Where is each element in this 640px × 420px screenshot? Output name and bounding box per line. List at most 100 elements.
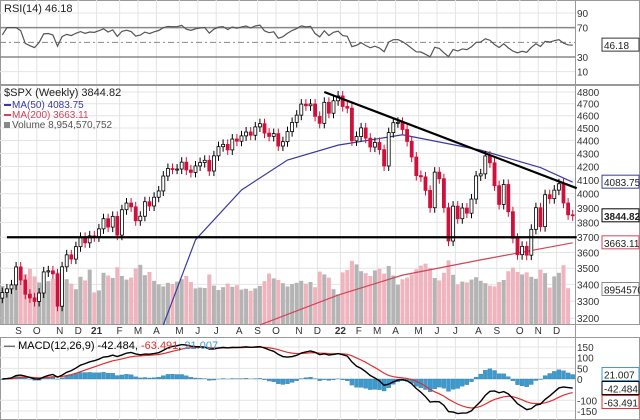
candle (299, 103, 304, 116)
price-tick-label: 4800 (577, 88, 600, 99)
candle (363, 127, 368, 139)
macd-tick-label: -100 (577, 396, 597, 407)
macd-histogram-bar (243, 378, 249, 380)
volume-bar (561, 265, 566, 324)
macd-histogram-bar (487, 368, 493, 380)
volume-bar (92, 292, 97, 324)
candle (179, 161, 184, 170)
candle (244, 131, 249, 137)
macd-line (2, 343, 573, 415)
x-tick-label: N (56, 326, 63, 337)
macd-histogram-bar (276, 378, 281, 384)
volume-bar (239, 289, 244, 324)
volume-bar (409, 274, 414, 324)
macd-histogram-bar (179, 374, 184, 380)
volume-bar (161, 286, 166, 324)
volume-bar (78, 276, 83, 324)
volume-bar (156, 284, 161, 324)
volume-bar (336, 294, 341, 324)
volume-bar (423, 263, 428, 324)
candle (257, 123, 262, 128)
volume-bar (253, 288, 258, 324)
candle (27, 293, 32, 299)
candle (451, 205, 456, 242)
volume-bar (225, 283, 230, 324)
rsi-value-label: 46.18 (604, 41, 629, 52)
volume-bar (170, 284, 175, 324)
macd-histogram-bar (565, 372, 571, 380)
volume-bar (529, 276, 534, 324)
candle (248, 131, 253, 136)
volume-bar (124, 279, 129, 324)
volume-bar (464, 282, 469, 324)
candle (225, 143, 230, 151)
x-tick-label: O (272, 326, 280, 337)
volume-bar (455, 284, 460, 324)
histogram-value-label: 21.007 (604, 371, 635, 382)
price-tick-label: 4700 (577, 100, 600, 111)
candle (400, 121, 405, 130)
price-tick-label: 3400 (577, 280, 600, 291)
macd-histogram-bar (441, 378, 447, 389)
x-tick-label: M (134, 326, 142, 337)
macd-histogram-bar (377, 378, 382, 390)
volume-bar (96, 290, 101, 324)
rsi-title: RSI(14) 46.18 (4, 3, 72, 15)
rsi-tick-label: 90 (577, 9, 589, 20)
macd-histogram-bar (147, 377, 152, 380)
macd-histogram-bar (349, 378, 355, 386)
volume-bar (0, 286, 5, 324)
candle (239, 135, 244, 142)
volume-bar (437, 280, 442, 324)
candle (133, 206, 138, 222)
volume-bar (129, 277, 134, 324)
volume-bar (234, 285, 239, 324)
price-tick-label: 3600 (577, 249, 600, 260)
volume-bar (354, 264, 359, 324)
x-tick-label: S (493, 326, 500, 337)
x-tick-label: M (175, 326, 183, 337)
volume-bar (533, 278, 538, 324)
candle (120, 209, 124, 236)
candle (46, 270, 51, 273)
candle (460, 207, 465, 220)
volume-bar (524, 272, 529, 324)
candle (313, 103, 318, 117)
candle (170, 168, 175, 170)
volume-bar (142, 275, 147, 324)
candle (271, 133, 276, 137)
volume-bar (469, 279, 474, 324)
candle (234, 138, 239, 142)
volume-bar (41, 284, 46, 324)
x-tick-label: S (15, 326, 22, 337)
volume-bar (244, 288, 249, 324)
volume-value-label: 8954570 (604, 286, 640, 297)
volume-bar (73, 289, 78, 324)
volume-bar (271, 278, 276, 324)
macd-legend-value: 21.007 (184, 340, 218, 352)
macd-tick-label: 50 (577, 364, 589, 375)
macd-histogram-bar (570, 374, 575, 380)
candle (557, 183, 561, 191)
macd-histogram-bar (82, 372, 88, 380)
macd-histogram-bar (322, 378, 327, 380)
macd-histogram-bar (211, 378, 217, 381)
ma50-legend: MA(50) 4083.75 (12, 100, 84, 111)
macd-tick-label: 0 (577, 375, 583, 386)
price-tick-label: 4200 (577, 163, 600, 174)
candle (230, 138, 235, 151)
candle (115, 215, 120, 236)
macd-histogram-bar (69, 374, 74, 380)
candle (165, 168, 170, 177)
x-tick-label: O (516, 326, 524, 337)
candle (74, 246, 78, 260)
volume-bar (487, 285, 492, 324)
volume-bar (317, 271, 322, 324)
candle (14, 266, 18, 286)
candle (487, 155, 492, 164)
candle (32, 297, 37, 302)
candle (492, 162, 497, 187)
candle (478, 173, 483, 177)
macd-histogram-bar (515, 378, 520, 385)
candle (331, 100, 336, 114)
